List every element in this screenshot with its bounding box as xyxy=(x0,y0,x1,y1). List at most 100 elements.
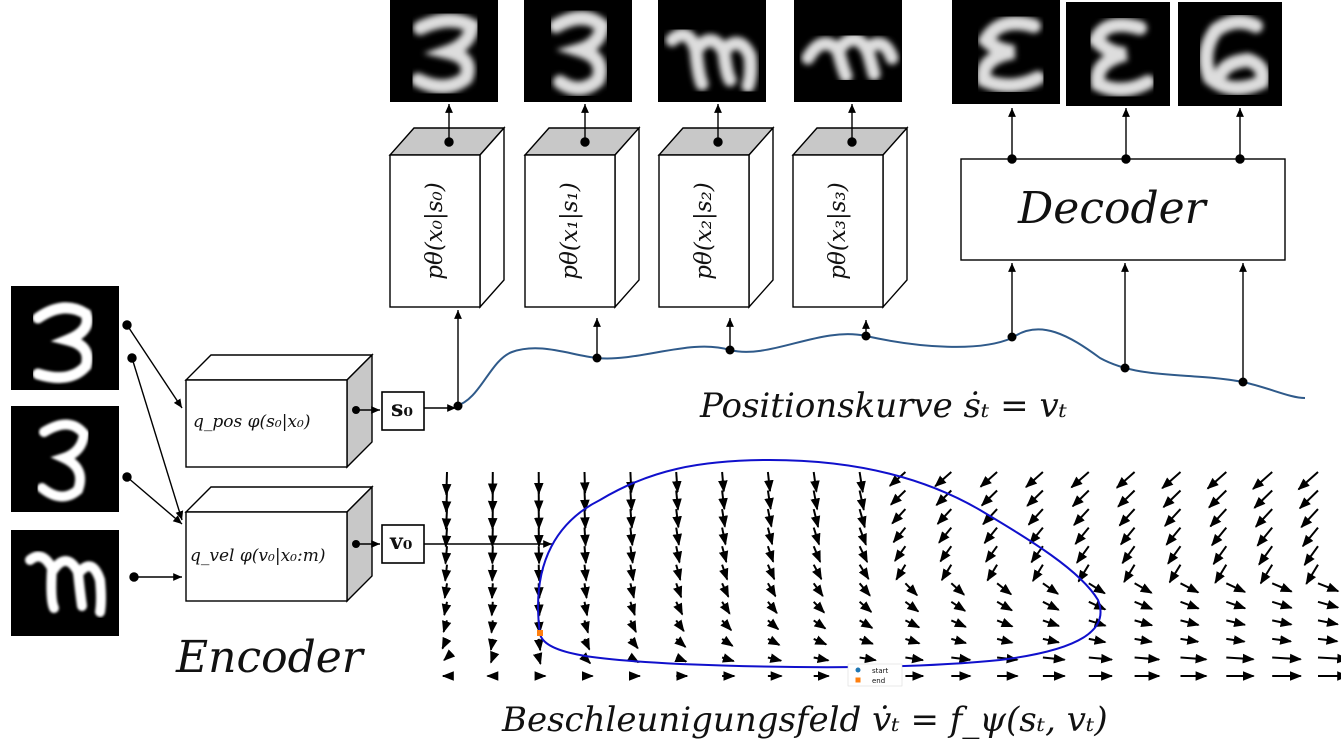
quiver-arrow-99 xyxy=(811,527,821,546)
decoder-cube-label-1: pθ(x₁|s₁) xyxy=(557,182,583,280)
quiver-arrow-122 xyxy=(891,508,907,525)
quiver-arrow-75 xyxy=(718,527,729,546)
quiver-arrow-144 xyxy=(979,471,998,488)
quiver-arrow-81 xyxy=(720,635,734,647)
quiver-arrow-98 xyxy=(810,508,821,529)
quiver-arrow-169 xyxy=(1071,489,1090,508)
quiver-arrow-39 xyxy=(580,527,590,547)
quiver-arrow-114 xyxy=(858,582,871,597)
quiver-arrow-207 xyxy=(1211,526,1228,547)
quiver-arrow-158 xyxy=(1027,508,1044,526)
quiver-arrow-163 xyxy=(1042,600,1060,611)
quiver-arrow-148 xyxy=(985,545,998,563)
quiver-arrow-142 xyxy=(951,653,972,664)
trajectory-end-marker xyxy=(537,630,543,636)
quiver-arrow-192 xyxy=(1161,471,1182,489)
input-digit-image-1 xyxy=(11,286,119,390)
quiver-arrow-89 xyxy=(765,564,776,581)
quiver-arrow-233 xyxy=(1305,564,1319,585)
quiver-arrow-48 xyxy=(626,471,636,494)
quiver-arrow-22 xyxy=(489,650,500,664)
quiver-arrow-105 xyxy=(813,635,828,646)
quiver-arrow-235 xyxy=(1317,599,1340,610)
quiver-arrow-132 xyxy=(934,471,952,488)
quiver-arrow-5 xyxy=(441,564,452,582)
quiver-arrow-41 xyxy=(580,564,590,582)
decoder-box-connections xyxy=(1007,108,1247,380)
quiver-arrow-147 xyxy=(983,526,998,545)
quiver-arrow-116 xyxy=(859,618,874,629)
quiver-arrow-229 xyxy=(1298,489,1319,510)
output-digit-image-6 xyxy=(1178,2,1282,106)
quiver-arrow-90 xyxy=(765,582,777,598)
quiver-arrow-94 xyxy=(767,653,783,663)
quiver-arrow-52 xyxy=(626,546,636,564)
quiver-arrow-159 xyxy=(1029,526,1044,545)
quiver-arrow-96 xyxy=(810,471,820,493)
quiver-arrow-137 xyxy=(940,564,953,582)
quiver-arrow-43 xyxy=(580,601,590,617)
quiver-arrow-36 xyxy=(579,471,590,495)
quiver-arrow-16 xyxy=(487,546,498,565)
quiver-arrow-97 xyxy=(810,490,820,511)
quiver-arrow-209 xyxy=(1214,564,1228,584)
quiver-arrow-85 xyxy=(764,490,774,511)
quiver-arrow-182 xyxy=(1118,508,1136,527)
quiver-arrow-115 xyxy=(858,601,873,613)
decoder-cube-3 xyxy=(791,126,909,309)
quiver-arrow-6 xyxy=(441,583,452,600)
quiver-arrow-74 xyxy=(718,508,728,528)
quiver-arrow-101 xyxy=(812,564,823,581)
quiver-arrow-110 xyxy=(857,508,867,529)
quiver-arrow-76 xyxy=(718,545,729,564)
quiver-arrow-168 xyxy=(1070,471,1090,489)
quiver-arrow-63 xyxy=(672,527,682,546)
quiver-arrow-211 xyxy=(1225,600,1247,610)
quiver-arrow-53 xyxy=(626,564,637,582)
quiver-arrow-221 xyxy=(1259,564,1274,585)
quiver-arrow-65 xyxy=(672,564,683,582)
quiver-arrow-56 xyxy=(626,619,637,634)
quiver-arrow-17 xyxy=(487,564,498,582)
quiver-arrow-200 xyxy=(1180,617,1200,627)
quiver-arrow-218 xyxy=(1254,508,1273,528)
quiver-arrow-100 xyxy=(811,545,822,564)
output-digit-image-1 xyxy=(524,0,632,102)
quiver-arrow-217 xyxy=(1253,489,1273,509)
curve-points xyxy=(453,331,1248,411)
quiver-arrow-232 xyxy=(1303,545,1319,566)
quiver-arrow-145 xyxy=(980,489,998,507)
quiver-arrow-108 xyxy=(856,471,866,494)
quiver-arrow-193 xyxy=(1162,489,1182,508)
legend-end-label: end xyxy=(872,677,885,685)
quiver-arrow-126 xyxy=(904,582,918,597)
quiver-arrow-102 xyxy=(812,582,824,597)
output-digit-image-2 xyxy=(658,0,766,102)
quiver-arrow-91 xyxy=(766,601,778,615)
quiver-arrow-165 xyxy=(1042,635,1060,645)
quiver-arrow-66 xyxy=(673,582,683,599)
quiver-arrow-44 xyxy=(580,620,590,634)
quiver-arrow-68 xyxy=(673,619,685,633)
quiver-arrow-4 xyxy=(441,546,452,565)
quiver-arrow-9 xyxy=(441,636,452,650)
decoder-box-label: Decoder xyxy=(1018,183,1206,234)
input-connections xyxy=(122,320,184,582)
quiver-arrow-88 xyxy=(765,545,775,563)
encoder-title: Encoder xyxy=(176,632,363,683)
quiver-arrow-234 xyxy=(1317,582,1340,593)
quiver-arrow-38 xyxy=(580,509,590,530)
decoder-cube-label-3: pθ(x₃|s₃) xyxy=(825,182,851,280)
quiver-arrow-136 xyxy=(939,545,953,563)
quiver-arrow-72 xyxy=(718,471,728,493)
quiver-arrow-177 xyxy=(1088,635,1107,645)
decoder-connections xyxy=(444,104,870,404)
quiver-arrow-55 xyxy=(626,601,636,617)
quiver-arrow-162 xyxy=(1042,582,1059,595)
trajectory-legend: start end xyxy=(847,663,903,687)
decoder-cube-label-2: pθ(x₂|s₂) xyxy=(691,182,717,280)
quiver-arrow-1 xyxy=(441,490,452,514)
quiver-arrow-113 xyxy=(858,564,870,581)
quiver-arrow-77 xyxy=(719,564,729,581)
quiver-arrow-112 xyxy=(858,545,869,564)
